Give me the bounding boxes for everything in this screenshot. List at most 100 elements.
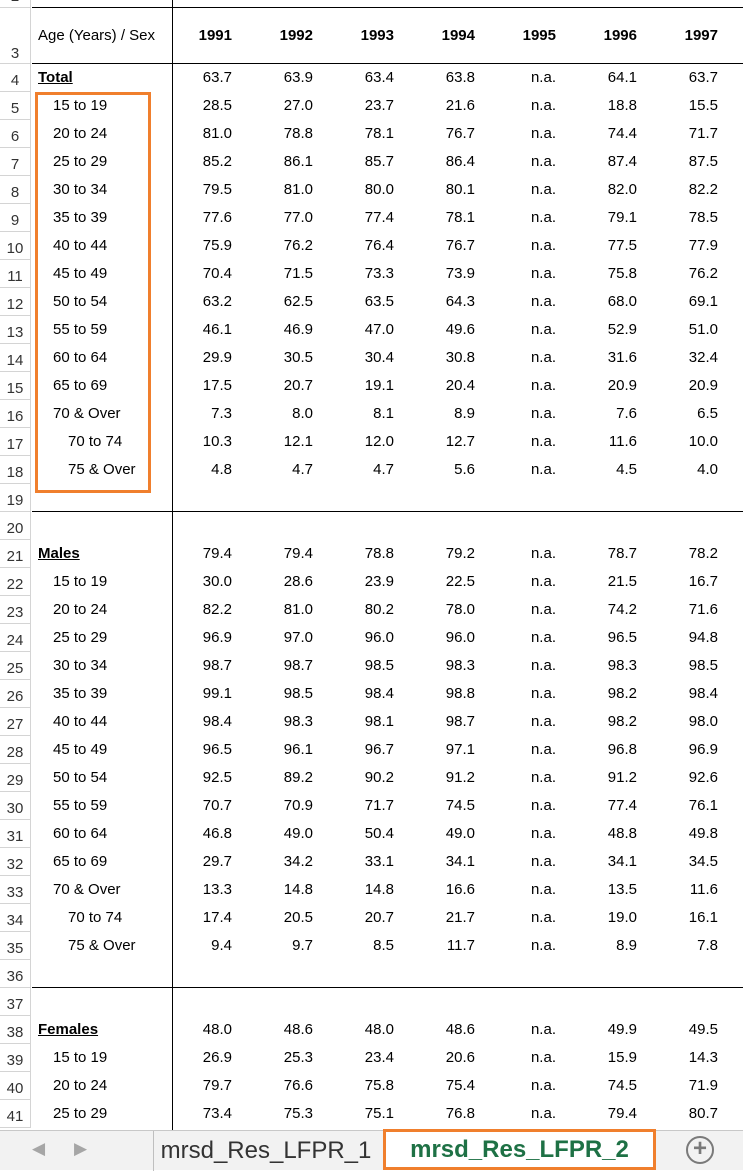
data-cell[interactable]: 71.6 (688, 601, 718, 618)
data-cell[interactable]: 20.9 (688, 377, 718, 394)
row-number[interactable]: 18 (0, 456, 31, 484)
data-cell[interactable]: 98.3 (607, 657, 637, 674)
data-cell[interactable]: n.a. (530, 181, 556, 198)
data-cell[interactable] (567, 960, 637, 988)
data-cell[interactable] (648, 960, 718, 988)
data-cell[interactable]: 96.9 (688, 741, 718, 758)
age-group-label[interactable]: Total (38, 69, 73, 86)
data-cell[interactable]: 50.4 (364, 825, 394, 842)
data-cell[interactable]: 81.0 (283, 601, 313, 618)
data-cell[interactable]: 79.2 (445, 545, 475, 562)
age-group-label[interactable]: 20 to 24 (53, 125, 108, 142)
data-cell[interactable] (324, 512, 394, 540)
data-cell[interactable]: 12.7 (445, 433, 475, 450)
data-cell[interactable]: n.a. (530, 741, 556, 758)
data-cell[interactable]: 80.1 (445, 181, 475, 198)
data-cell[interactable]: 76.2 (688, 265, 718, 282)
data-cell[interactable]: 49.8 (688, 825, 718, 842)
data-cell[interactable]: 80.2 (364, 601, 394, 618)
data-cell[interactable] (405, 484, 475, 512)
row-number[interactable]: 24 (0, 624, 31, 652)
data-cell[interactable]: n.a. (530, 265, 556, 282)
data-cell[interactable]: 34.1 (445, 853, 475, 870)
age-group-label[interactable]: 70 & Over (53, 881, 121, 898)
data-cell[interactable] (567, 512, 637, 540)
data-cell[interactable]: 96.7 (364, 741, 394, 758)
data-cell[interactable]: 98.7 (445, 713, 475, 730)
data-cell[interactable]: 14.3 (688, 1049, 718, 1066)
data-cell[interactable]: 48.6 (283, 1021, 313, 1038)
sheet-tab-mrsd-res-lfpr-1[interactable]: mrsd_Res_LFPR_1 (153, 1131, 378, 1171)
data-cell[interactable]: 71.9 (688, 1077, 718, 1094)
data-cell[interactable]: 98.0 (688, 713, 718, 730)
age-group-label[interactable]: Females (38, 1021, 99, 1038)
data-cell[interactable]: 4.7 (373, 461, 394, 478)
data-cell[interactable]: 79.4 (607, 1105, 637, 1122)
data-cell[interactable]: 64.3 (445, 293, 475, 310)
data-cell[interactable]: 98.5 (688, 657, 718, 674)
data-cell[interactable] (648, 484, 718, 512)
row-number[interactable]: 22 (0, 568, 31, 596)
data-cell[interactable]: 8.9 (454, 405, 475, 422)
data-cell[interactable]: 75.1 (364, 1105, 394, 1122)
data-cell[interactable]: 52.9 (607, 321, 637, 338)
data-cell[interactable]: 98.3 (283, 713, 313, 730)
data-cell[interactable]: 79.4 (202, 545, 232, 562)
data-cell[interactable]: 23.9 (364, 573, 394, 590)
data-cell[interactable]: 23.4 (364, 1049, 394, 1066)
data-cell[interactable]: 12.0 (364, 433, 394, 450)
data-cell[interactable]: 16.7 (688, 573, 718, 590)
data-cell[interactable]: 14.8 (364, 881, 394, 898)
age-group-label[interactable]: 65 to 69 (53, 377, 108, 394)
data-cell[interactable]: 29.9 (202, 349, 232, 366)
data-cell[interactable] (243, 960, 313, 988)
data-cell[interactable]: 30.4 (364, 349, 394, 366)
column-header-year[interactable]: 1991 (198, 27, 232, 44)
age-group-label[interactable]: 35 to 39 (53, 209, 108, 226)
data-cell[interactable]: 15.9 (607, 1049, 637, 1066)
data-cell[interactable]: n.a. (530, 909, 556, 926)
data-cell[interactable]: 16.1 (688, 909, 718, 926)
data-cell[interactable]: 96.5 (202, 741, 232, 758)
data-cell[interactable]: 6.5 (697, 405, 718, 422)
data-cell[interactable]: 18.8 (607, 97, 637, 114)
data-cell[interactable]: 17.5 (202, 377, 232, 394)
data-cell[interactable]: 20.9 (607, 377, 637, 394)
age-group-label[interactable]: 65 to 69 (53, 853, 108, 870)
row-number[interactable]: 19 (0, 484, 31, 512)
age-group-label[interactable]: 60 to 64 (53, 349, 108, 366)
data-cell[interactable]: n.a. (530, 797, 556, 814)
data-cell[interactable]: 29.7 (202, 853, 232, 870)
data-cell[interactable]: n.a. (530, 237, 556, 254)
data-cell[interactable]: 98.4 (688, 685, 718, 702)
data-cell[interactable]: 77.4 (607, 797, 637, 814)
data-cell[interactable]: 8.1 (373, 405, 394, 422)
data-cell[interactable]: 98.1 (364, 713, 394, 730)
row-number[interactable]: 23 (0, 596, 31, 624)
data-cell[interactable]: n.a. (530, 321, 556, 338)
data-cell[interactable]: 75.8 (364, 1077, 394, 1094)
data-cell[interactable] (243, 484, 313, 512)
data-cell[interactable]: 11.6 (689, 881, 718, 898)
data-cell[interactable]: 73.3 (364, 265, 394, 282)
data-cell[interactable]: n.a. (530, 685, 556, 702)
data-cell[interactable]: 71.7 (364, 797, 394, 814)
data-cell[interactable]: 87.5 (688, 153, 718, 170)
column-header-year[interactable]: 1996 (603, 27, 637, 44)
data-cell[interactable]: 47.0 (364, 321, 394, 338)
data-cell[interactable]: 96.8 (607, 741, 637, 758)
age-group-label[interactable]: 50 to 54 (53, 769, 108, 786)
data-cell[interactable]: 78.1 (445, 209, 475, 226)
data-cell[interactable]: 82.0 (607, 181, 637, 198)
data-cell[interactable]: 96.5 (607, 629, 637, 646)
data-cell[interactable]: 63.9 (283, 69, 313, 86)
data-cell[interactable]: 98.5 (364, 657, 394, 674)
age-group-label[interactable]: 20 to 24 (53, 601, 108, 618)
age-group-label[interactable]: 55 to 59 (53, 797, 108, 814)
data-cell[interactable]: 20.4 (445, 377, 475, 394)
row-number[interactable]: 3 (0, 8, 31, 64)
data-cell[interactable]: 91.2 (445, 769, 475, 786)
data-cell[interactable]: n.a. (530, 97, 556, 114)
data-cell[interactable]: n.a. (530, 125, 556, 142)
data-cell[interactable] (324, 484, 394, 512)
